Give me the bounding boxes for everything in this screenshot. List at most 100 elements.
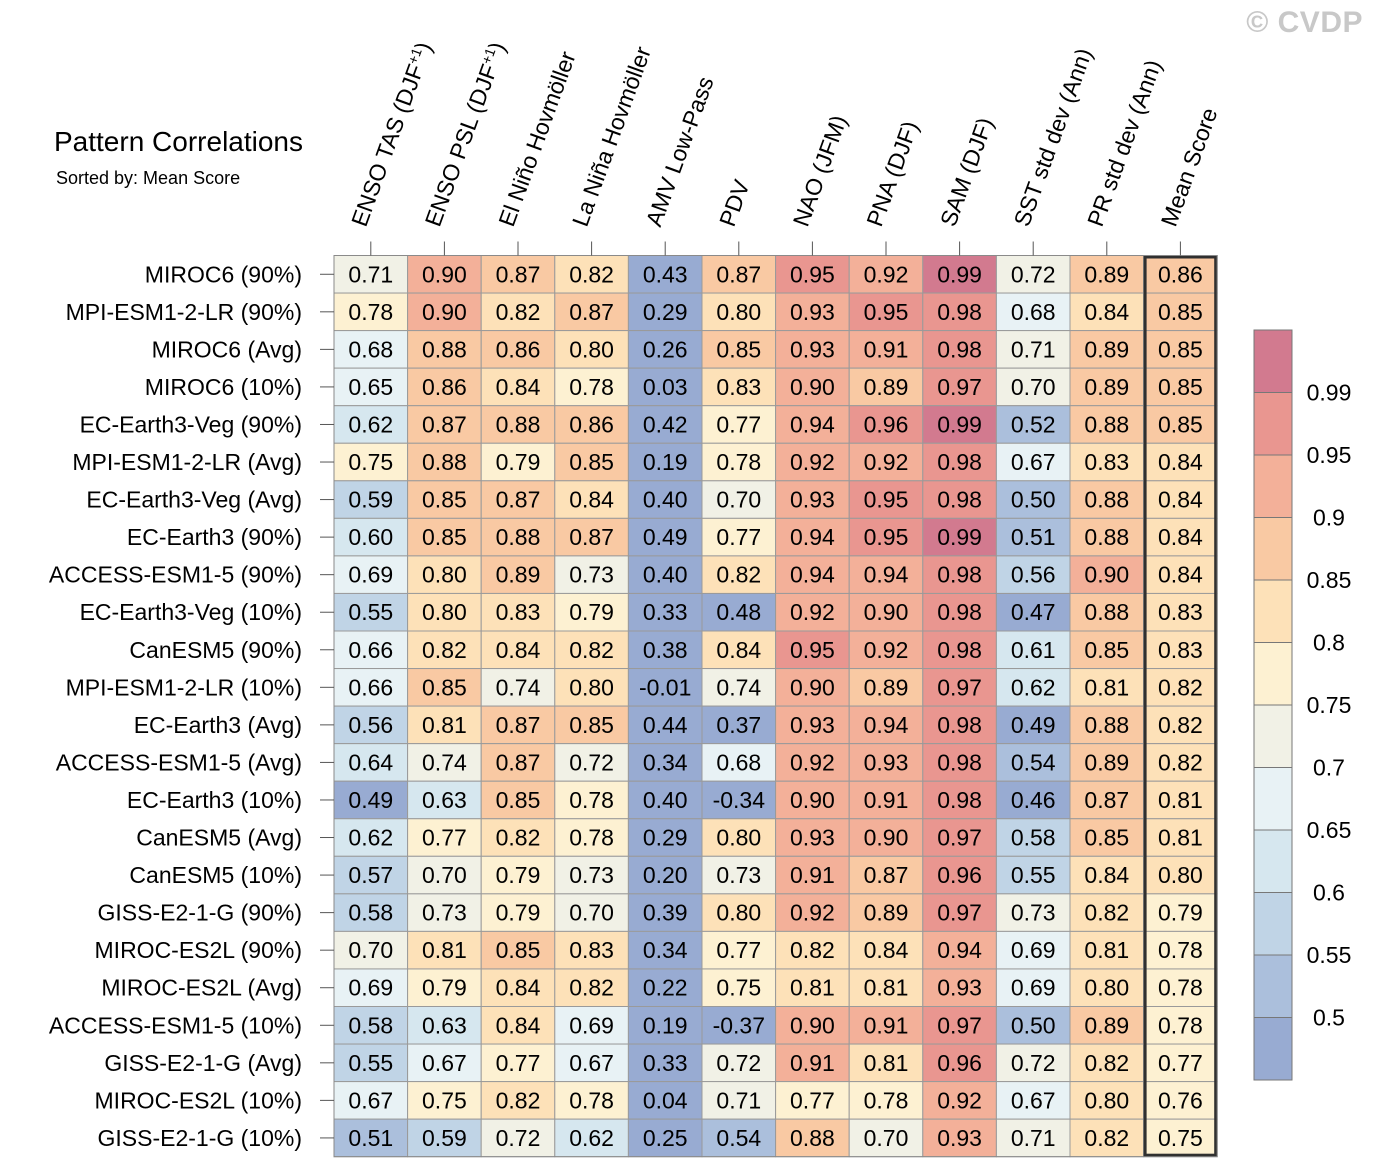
heatmap-cell xyxy=(922,1081,997,1120)
heatmap-cell xyxy=(1069,930,1145,970)
column-label-text: ENSO PSL (DJF xyxy=(420,61,503,230)
cell-value-label: 0.85 xyxy=(422,674,467,700)
cell-value-label: 0.65 xyxy=(348,374,393,400)
cell-value-label: 0.26 xyxy=(643,336,688,362)
column-label-text: SST std dev (Ann) xyxy=(1008,45,1097,230)
cell-value-label: 0.63 xyxy=(422,787,467,813)
row-label: CanESM5 (Avg) xyxy=(136,825,302,851)
heatmap-cell xyxy=(995,442,1071,482)
cell-value-label: 0.44 xyxy=(643,712,688,738)
cell-value-label: 0.67 xyxy=(422,1050,467,1076)
cell-value-label: 0.80 xyxy=(716,900,761,926)
cell-value-label: 0.49 xyxy=(1011,712,1056,738)
cell-value-label: 0.93 xyxy=(790,299,835,325)
heatmap-cell xyxy=(701,1118,777,1158)
heatmap-cell xyxy=(627,442,703,482)
cell-value-label: 0.94 xyxy=(864,562,909,588)
heatmap-cell xyxy=(407,592,482,632)
row-label: ACCESS-ESM1-5 (10%) xyxy=(49,1012,302,1038)
cell-value-label: 0.78 xyxy=(569,787,614,813)
heatmap-cell xyxy=(995,592,1071,632)
colorbar-segment xyxy=(1254,330,1292,393)
heatmap-cell xyxy=(554,405,629,444)
heatmap-cell xyxy=(480,1006,556,1045)
cell-value-label: 0.92 xyxy=(790,449,835,475)
cell-value-label: 0.74 xyxy=(422,749,467,775)
heatmap-cell xyxy=(922,630,997,670)
heatmap-cell xyxy=(554,517,629,557)
heatmap-cell xyxy=(922,1006,997,1045)
cell-value-label: 0.82 xyxy=(1158,674,1203,700)
cell-value-label: 0.69 xyxy=(569,1012,614,1038)
column-label-text: La Niña Hovmöller xyxy=(567,43,656,230)
column-label-superscript: +1 xyxy=(478,45,499,66)
cell-value-label: 0.97 xyxy=(937,825,982,851)
cell-value-label: 0.83 xyxy=(716,374,761,400)
heatmap-cell xyxy=(627,1081,703,1120)
row-label: MPI-ESM1-2-LR (90%) xyxy=(66,299,302,325)
cell-value-label: 0.78 xyxy=(1158,937,1203,963)
heatmap-cell xyxy=(1069,1118,1145,1158)
cell-value-label: 0.81 xyxy=(1084,674,1129,700)
colorbar-segment xyxy=(1254,767,1292,830)
heatmap-cell xyxy=(333,442,409,482)
cell-value-label: 0.70 xyxy=(422,862,467,888)
cell-value-label: 0.70 xyxy=(1011,374,1056,400)
heatmap-cell xyxy=(554,442,629,482)
cell-value-label: 0.82 xyxy=(1084,1125,1129,1151)
colorbar-tick-label: 0.65 xyxy=(1307,817,1352,843)
cell-value-label: 0.88 xyxy=(422,449,467,475)
cell-value-label: 0.70 xyxy=(864,1125,909,1151)
column-label: PNA (DJF) xyxy=(861,118,923,230)
heatmap-cell xyxy=(627,517,703,557)
cell-value-label: 0.80 xyxy=(1084,975,1129,1001)
heatmap-cell xyxy=(775,893,850,932)
heatmap-cell xyxy=(848,893,924,932)
row-label: ACCESS-ESM1-5 (90%) xyxy=(49,562,302,588)
cell-value-label: 0.68 xyxy=(348,336,393,362)
row-label: GISS-E2-1-G (90%) xyxy=(98,900,303,926)
column-label-text: Mean Score xyxy=(1156,104,1223,229)
cell-value-label: 0.83 xyxy=(1084,449,1129,475)
heatmap-cell xyxy=(333,405,409,444)
cell-value-label: 0.97 xyxy=(937,900,982,926)
cell-value-label: 0.39 xyxy=(643,900,688,926)
cell-value-label: 0.40 xyxy=(643,487,688,513)
column-label-text: PDV xyxy=(714,176,755,230)
heatmap-cell xyxy=(1069,405,1145,444)
column-label: PDV xyxy=(714,176,755,230)
heatmap-cell xyxy=(407,668,482,707)
column-label-text: AMV Low-Pass xyxy=(640,73,718,230)
cell-value-label: 0.77 xyxy=(716,937,761,963)
heatmap-cell xyxy=(480,330,556,369)
cell-value-label: 0.98 xyxy=(937,749,982,775)
cell-value-label: 0.85 xyxy=(422,487,467,513)
cell-value-label: 0.66 xyxy=(348,637,393,663)
colorbar-tick-label: 0.7 xyxy=(1313,755,1345,781)
colorbar-tick-label: 0.9 xyxy=(1313,505,1345,531)
cell-value-label: 0.95 xyxy=(790,637,835,663)
cell-value-label: 0.87 xyxy=(496,487,541,513)
heatmap-cell xyxy=(333,855,409,895)
row-label: EC-Earth3 (Avg) xyxy=(134,712,302,738)
cell-value-label: 0.96 xyxy=(937,1050,982,1076)
heatmap-cell xyxy=(1069,480,1145,519)
heatmap-cell xyxy=(775,1043,850,1083)
heatmap-cell xyxy=(407,480,482,519)
mean-score-highlight-border xyxy=(1143,255,1218,1157)
heatmap-cell xyxy=(1069,517,1145,557)
cell-value-label: 0.70 xyxy=(348,937,393,963)
cell-value-label: 0.49 xyxy=(643,524,688,550)
heatmap-cell xyxy=(1069,255,1145,294)
heatmap-cell xyxy=(1069,743,1145,782)
heatmap-cell xyxy=(407,1081,482,1120)
cell-value-label: 0.98 xyxy=(937,562,982,588)
heatmap-cell xyxy=(480,930,556,970)
cell-value-label: 0.84 xyxy=(569,487,614,513)
cell-value-label: 0.90 xyxy=(790,674,835,700)
heatmap-cell xyxy=(995,555,1071,594)
heatmap-cell xyxy=(1143,893,1218,932)
cell-value-label: 0.86 xyxy=(1158,261,1203,287)
cell-value-label: 0.84 xyxy=(496,637,541,663)
cell-value-label: 0.79 xyxy=(496,900,541,926)
